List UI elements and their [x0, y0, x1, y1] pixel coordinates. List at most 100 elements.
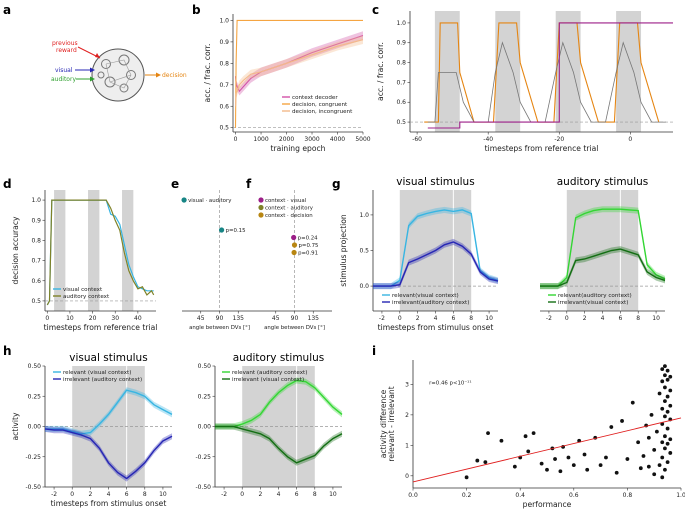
i-data-point: [665, 460, 670, 464]
h-series-band: [45, 387, 172, 437]
f-angle-point: [291, 249, 297, 256]
panel-f-angles: 45 90 135 p=0.24p=0.75 p=0.91 context · visua…: [257, 190, 332, 331]
f-x-tick-label: 45: [272, 315, 280, 322]
b-x-label: training epoch: [271, 144, 326, 153]
i-data-point: [545, 467, 549, 472]
g-x-tick-label: 6: [451, 315, 455, 322]
h2-legend-label: relevant (auditory context): [232, 370, 307, 376]
i-data-point: [539, 461, 544, 466]
c-stimulus-band: [495, 11, 521, 132]
panel-label-g: g: [332, 177, 341, 191]
i-x-tick-label: 0.2: [462, 492, 472, 499]
c-y-tick-label: 0.5: [396, 119, 406, 126]
i-x-tick-label: 0.8: [623, 492, 633, 499]
decision-output-label: decision: [162, 72, 187, 79]
e-angle-point: [181, 197, 187, 203]
h-title: visual stimulus: [69, 352, 147, 364]
panel-b-training-curves: 0 1000 2000 3000 4000 5000 0.5 0.6 0.7 0.8 0.9 1.0 t…: [203, 14, 371, 153]
panel-label-i: i: [372, 344, 376, 358]
g-x-tick-label: 2: [416, 315, 420, 322]
f-angle-label: p=0.91: [298, 251, 318, 257]
g-x-tick-label: 4: [434, 315, 438, 322]
i-data-point: [665, 394, 670, 399]
i-data-point: [558, 469, 563, 474]
i-regression-line: [412, 417, 682, 483]
h2-x-tick-label: 10: [329, 491, 337, 498]
d-x-tick-label: 30: [111, 315, 119, 322]
g-legend-label: relevant(visual context): [392, 293, 459, 299]
d-legend-label: visual context: [63, 287, 103, 293]
i-data-point: [646, 435, 651, 440]
c-stimulus-band: [616, 11, 642, 132]
i-data-point: [620, 419, 624, 423]
c-y-label: acc. / frac. corr.: [376, 42, 385, 101]
i-data-point: [512, 464, 517, 469]
i-data-point: [652, 448, 657, 452]
d-x-tick-label: 10: [66, 315, 74, 322]
g2-x-tick-label: 8: [636, 315, 640, 322]
i-y-label-line: relevant - irrelevant: [387, 386, 396, 461]
g2-legend-label: relevant(auditory context): [558, 293, 632, 299]
i-data-point: [663, 434, 667, 439]
g-x-tick-label: 10: [485, 315, 493, 322]
d-y-tick-label: 0.5: [31, 298, 41, 305]
h2-y-tick-label: 0.25: [198, 393, 212, 400]
c-y-tick-label: 0.9: [396, 40, 406, 47]
b-y-tick-label: 0.5: [219, 125, 229, 132]
h-series-line: [44, 428, 173, 480]
i-data-point: [665, 409, 670, 414]
panel-label-d: d: [3, 177, 12, 191]
h2-y-tick-label: -0.25: [195, 454, 211, 461]
i-data-point: [668, 437, 673, 442]
panel-label-h: h: [3, 344, 12, 358]
b-series-band: [235, 31, 363, 96]
b-legend-label: decision, incongruent: [292, 109, 353, 115]
panel-label-c: c: [372, 3, 379, 17]
g-series-line: [373, 241, 499, 287]
b-y-tick-label: 0.6: [219, 103, 229, 110]
i-data-point: [665, 377, 670, 382]
i-data-point: [625, 457, 630, 461]
i-data-point: [499, 438, 504, 443]
c-x-tick-label: -60: [412, 136, 422, 143]
panel-label-b: b: [192, 3, 201, 17]
panel-h-auditory-activity: -2 0 2 4 6 8 10 -0.50 -0.25 0.00 0.25 0.50 auditory …: [195, 352, 343, 498]
f-x-tick-label: 135: [308, 315, 320, 322]
b-legend-label: decision, congruent: [292, 102, 348, 108]
e-x-tick-label: 90: [216, 315, 224, 322]
h2-x-tick-label: 2: [258, 491, 262, 498]
e-angle-label: visual · auditory: [188, 198, 232, 204]
h-series-line: [45, 389, 173, 435]
i-data-point: [475, 458, 480, 463]
i-data-point: [553, 457, 557, 461]
h2-series-band: [215, 377, 342, 430]
i-data-point: [585, 467, 590, 472]
g-y-label: stimulus projection: [339, 214, 348, 287]
h2-x-tick-label: 0: [240, 491, 244, 498]
g-y-tick-label: 1.0: [359, 212, 369, 219]
panel-label-f: f: [246, 177, 252, 191]
i-y-tick-label: 0: [405, 473, 409, 480]
panel-g-auditory-projection: -2 0 2 4 6 8 10 auditory stimulus relevant(audit…: [540, 176, 666, 322]
panel-label-e: e: [171, 177, 179, 191]
h-x-tick-label: 4: [107, 491, 111, 498]
h-legend-label: irrelevant (auditory context): [63, 377, 142, 383]
c-y-tick-label: 0.6: [396, 99, 406, 106]
b-y-tick-label: 1.0: [219, 17, 229, 24]
i-data-point: [663, 399, 667, 404]
network-nodes: [97, 54, 136, 93]
h-x-tick-label: 6: [125, 491, 129, 498]
panel-d-decision-accuracy: 0 10 20 30 40 0.5 0.6 0.7 0.8 0.9 1.0 timesteps fro…: [11, 190, 157, 332]
i-data-point: [668, 374, 673, 379]
h2-series-band: [215, 423, 342, 466]
f-legend-label: context · decision: [265, 213, 313, 219]
i-data-point: [571, 463, 576, 468]
i-data-point: [630, 400, 635, 405]
i-data-point: [660, 367, 665, 372]
c-x-tick-label: 0: [628, 136, 632, 143]
i-data-point: [663, 414, 667, 419]
i-data-point: [665, 441, 670, 446]
i-x-tick-label: 1.0: [676, 492, 685, 499]
h2-x-tick-label: 6: [295, 491, 299, 498]
